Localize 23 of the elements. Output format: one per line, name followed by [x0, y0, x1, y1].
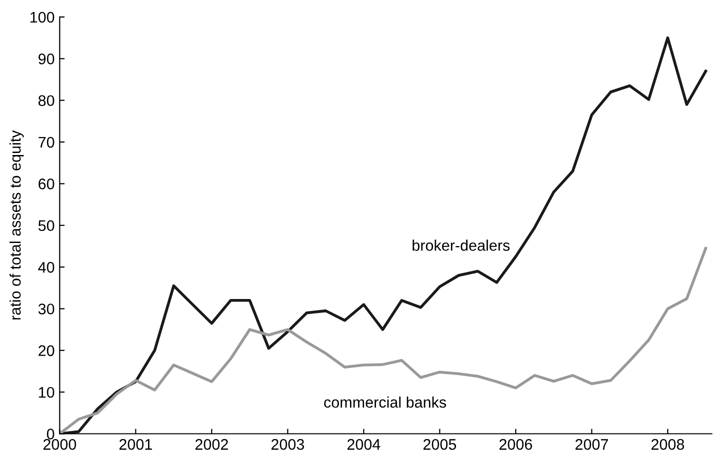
x-tick-label: 2004	[347, 439, 380, 450]
x-tick-label: 2003	[271, 439, 304, 450]
y-tick-label: 30	[38, 304, 54, 314]
y-axis-title: ratio of total assets to equity	[10, 130, 24, 320]
y-tick-label: 80	[38, 95, 54, 106]
series-label: commercial banks	[324, 396, 446, 408]
y-tick-label: 70	[38, 136, 54, 148]
y-tick-label: 50	[38, 220, 54, 232]
y-tick-label: 100	[30, 12, 54, 23]
x-tick-label: 2000	[43, 439, 76, 450]
series-label: broker-dealers	[412, 240, 510, 251]
x-tick-label: 2005	[423, 439, 456, 450]
x-tick-label: 2001	[119, 439, 152, 450]
y-tick-label: 20	[38, 345, 54, 356]
x-tick-label: 2007	[575, 439, 608, 450]
y-tick-label: 40	[38, 262, 54, 273]
y-tick-label: 10	[38, 386, 54, 398]
x-tick-label: 2002	[195, 439, 228, 450]
y-tick-label: 60	[38, 178, 54, 190]
x-tick-label: 2006	[499, 439, 532, 450]
y-tick-label: 0	[46, 428, 54, 440]
x-tick-label: 2008	[652, 439, 684, 450]
y-tick-label: 90	[38, 54, 54, 64]
